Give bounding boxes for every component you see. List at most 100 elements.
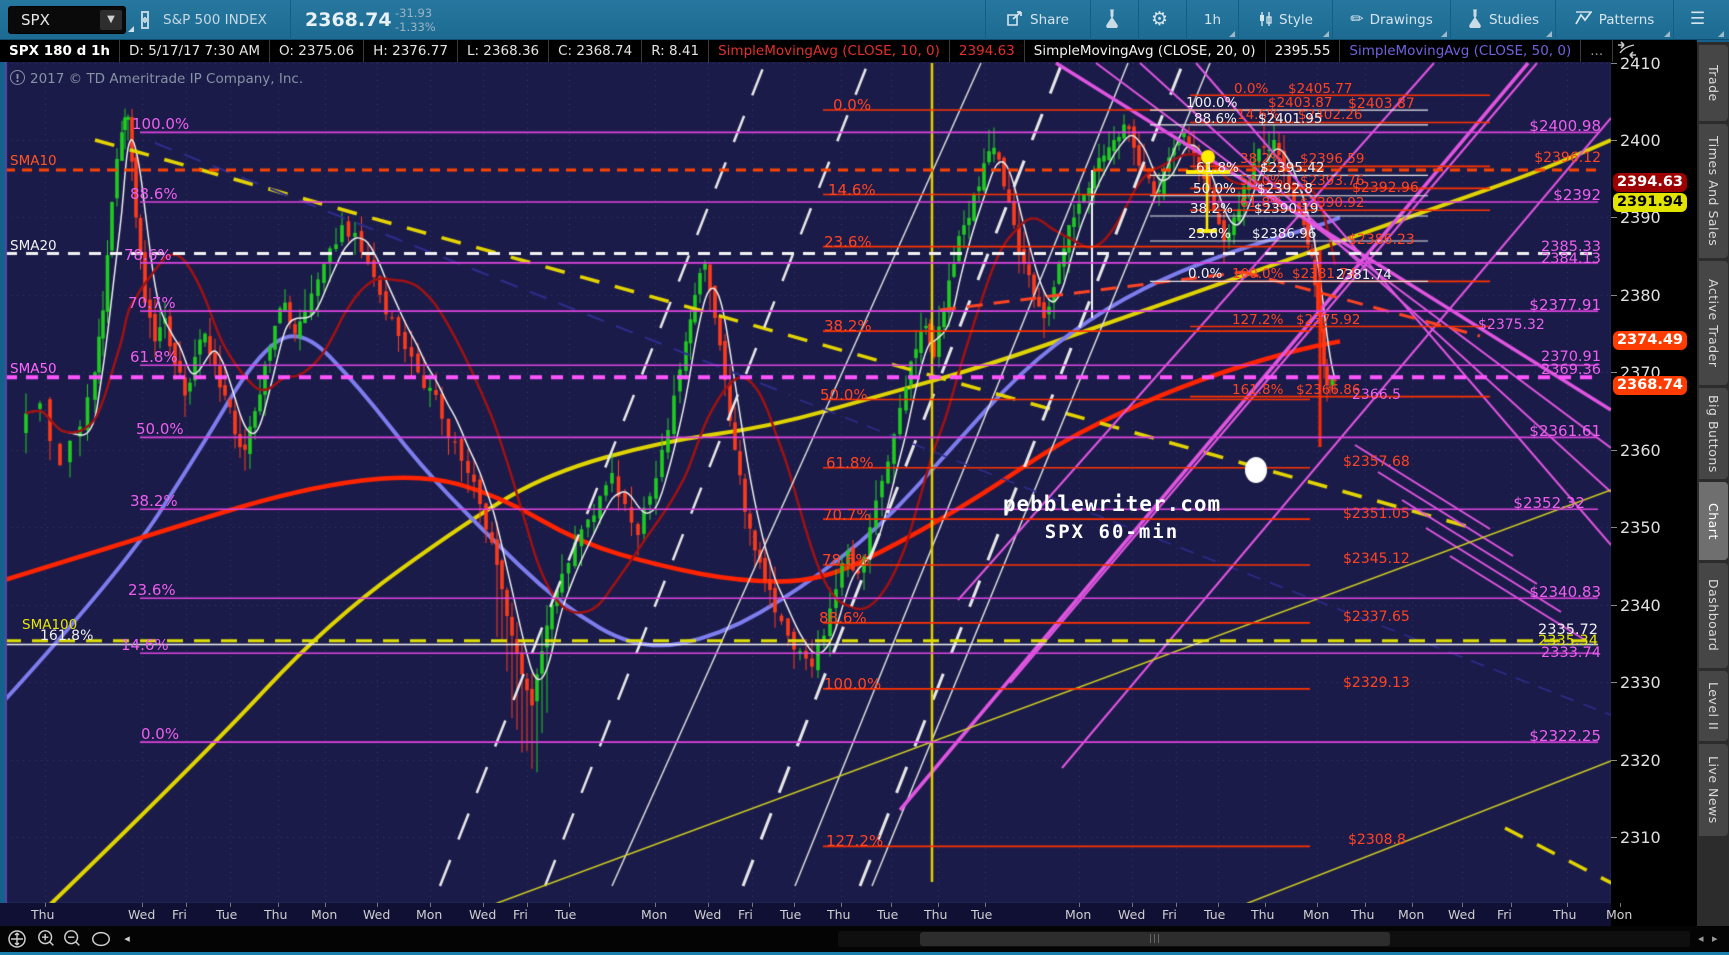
price-bubble: 2391.94: [1613, 193, 1687, 212]
time-tick-label: Wed: [1118, 907, 1146, 922]
bottom-bar: ◂ ||| ◂ ▸: [0, 926, 1729, 952]
chart-canvas[interactable]: [0, 62, 1729, 955]
time-tick-mark: [1317, 903, 1318, 907]
dock-tab-trade[interactable]: Trade: [1699, 45, 1728, 121]
price-tick-label: 2310: [1620, 828, 1661, 847]
time-tick-mark: [708, 903, 709, 907]
drawings-button[interactable]: ✏ Drawings: [1332, 0, 1450, 40]
time-tick-mark: [325, 903, 326, 907]
time-tick-label: Thu: [1553, 907, 1577, 922]
time-tick-label: Thu: [31, 907, 55, 922]
scroll-right-arrow[interactable]: ▸: [1712, 932, 1718, 945]
share-icon: [1007, 11, 1022, 26]
timeframe-button[interactable]: 1h: [1186, 0, 1238, 40]
symbol-dropdown-caret-icon[interactable]: ▼: [100, 10, 122, 30]
time-tick-label: Tue: [1204, 907, 1226, 922]
dock-tab-level-ii[interactable]: Level II: [1699, 671, 1728, 741]
horizontal-scrollbar[interactable]: |||: [838, 931, 1690, 947]
timeframe-label: 1h: [1203, 12, 1222, 28]
sma20-study-label[interactable]: SimpleMovingAvg (CLOSE, 20, 0): [1025, 40, 1266, 62]
settings-button[interactable]: ⚙: [1138, 0, 1186, 40]
time-tick-mark: [655, 903, 656, 907]
time-tick-label: Thu: [264, 907, 288, 922]
time-tick-mark: [1365, 903, 1366, 907]
time-tick-label: Tue: [216, 907, 238, 922]
sma10-study-label[interactable]: SimpleMovingAvg (CLOSE, 10, 0): [709, 40, 950, 62]
ellipse-tool-icon[interactable]: [90, 929, 112, 949]
scrollbar-thumb[interactable]: |||: [920, 932, 1390, 946]
price-bubble: 2394.63: [1613, 173, 1687, 192]
right-dock-tabstrip: Trade Times And Sales Active Trader Big But…: [1697, 42, 1729, 955]
time-tick-mark: [1462, 903, 1463, 907]
time-tick-label: Tue: [780, 907, 802, 922]
restore-chart-icon[interactable]: [1616, 41, 1638, 59]
time-tick-mark: [891, 903, 892, 907]
sma50-study-label[interactable]: SimpleMovingAvg (CLOSE, 50, 0): [1340, 40, 1582, 62]
price-tick-mark: [1611, 450, 1617, 451]
dropdown-corner-icon: [1664, 31, 1670, 37]
time-tick-mark: [985, 903, 986, 907]
bar-close: C: 2368.74: [549, 40, 643, 62]
quick-study-button[interactable]: [1090, 0, 1138, 40]
dock-tab-big-buttons[interactable]: Big Buttons: [1699, 388, 1728, 479]
separator: [290, 0, 291, 40]
time-tick-mark: [1567, 903, 1568, 907]
price-tick-label: 2330: [1620, 673, 1661, 692]
link-icon[interactable]: [138, 10, 152, 30]
time-tick-label: Mon: [311, 907, 338, 922]
symbol-text: SPX: [21, 11, 50, 29]
dock-tab-times-and-sales[interactable]: Times And Sales: [1699, 124, 1728, 258]
time-tick-mark: [1079, 903, 1080, 907]
price-axis[interactable]: 2410 2400 2390 2380 2370 2360 2350 2340 2330 2320…: [1611, 54, 1697, 955]
sma20-value: 2395.55: [1266, 40, 1341, 62]
style-button[interactable]: Style: [1238, 0, 1332, 40]
time-tick-mark: [430, 903, 431, 907]
time-tick-mark: [1176, 903, 1177, 907]
zoom-in-icon[interactable]: [36, 929, 58, 949]
symbol-input[interactable]: SPX ▼: [8, 6, 126, 34]
dropdown-corner-icon: [1441, 31, 1447, 37]
dock-tab-dashboard[interactable]: Dashboard: [1699, 563, 1728, 668]
collapse-left-icon[interactable]: ◂: [124, 932, 130, 945]
time-tick-mark: [569, 903, 570, 907]
price-tick-mark: [1611, 63, 1617, 64]
sma10-value: 2394.63: [950, 40, 1025, 62]
dock-tab-chart[interactable]: Chart: [1699, 482, 1728, 560]
time-tick-label: Tue: [971, 907, 993, 922]
price-tick-mark: [1611, 140, 1617, 141]
time-tick-mark: [142, 903, 143, 907]
bar-low: L: 2368.36: [458, 40, 550, 62]
time-tick-label: Mon: [1065, 907, 1092, 922]
menu-button[interactable]: ☰: [1673, 0, 1727, 40]
price-tick-label: 2410: [1620, 54, 1661, 73]
pan-tool-icon[interactable]: [6, 929, 28, 949]
disclaimer-icon: !: [10, 70, 25, 85]
style-label: Style: [1279, 12, 1313, 28]
time-tick-mark: [527, 903, 528, 907]
price-tick-label: 2350: [1620, 518, 1661, 537]
time-tick-mark: [1265, 903, 1266, 907]
time-tick-label: Thu: [1251, 907, 1275, 922]
scroll-left-arrow[interactable]: ◂: [1698, 932, 1704, 945]
dock-tab-live-news[interactable]: Live News: [1699, 744, 1728, 836]
studies-flask-icon: [1469, 9, 1481, 28]
time-tick-label: Wed: [469, 907, 497, 922]
window-frame-edge: [0, 952, 1729, 955]
time-tick-mark: [377, 903, 378, 907]
chart-area[interactable]: ! 2017 © TD Ameritrade IP Company, Inc. …: [0, 62, 1729, 955]
share-button[interactable]: Share: [985, 0, 1090, 40]
studies-button[interactable]: Studies: [1450, 0, 1555, 40]
dropdown-corner-icon: [1323, 31, 1329, 37]
time-tick-label: Fri: [172, 907, 187, 922]
patterns-button[interactable]: Patterns: [1555, 0, 1673, 40]
time-axis[interactable]: Thu Wed Fri Tue Thu Mon Wed Mon Wed Fri Tue Mon Wed F…: [0, 903, 1632, 926]
price-tick-mark: [1611, 217, 1617, 218]
time-tick-label: Mon: [641, 907, 668, 922]
last-price: 2368.74: [305, 9, 392, 31]
zoom-out-icon[interactable]: [62, 929, 84, 949]
price-tick-mark: [1611, 837, 1617, 838]
price-tick-label: 2360: [1620, 441, 1661, 460]
dock-tab-active-trader[interactable]: Active Trader: [1699, 261, 1728, 385]
time-tick-label: Fri: [1162, 907, 1177, 922]
